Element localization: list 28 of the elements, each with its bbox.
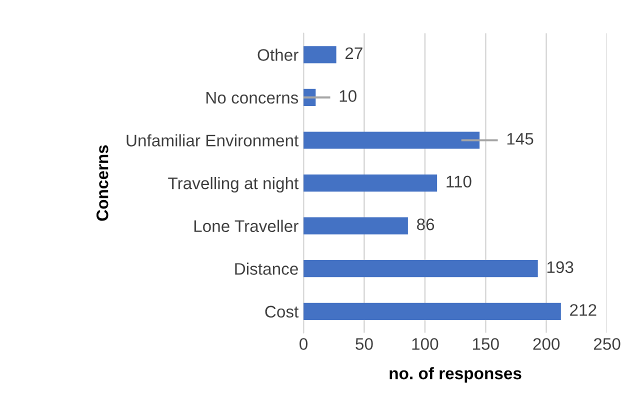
data-label: 10 xyxy=(340,90,356,102)
y-tick-label: Cost xyxy=(265,306,299,318)
x-tick-label: 150 xyxy=(473,338,499,350)
y-axis-title: Concerns xyxy=(96,145,108,221)
x-tick-label: 50 xyxy=(356,338,373,350)
bar xyxy=(304,217,408,234)
y-tick-label: Distance xyxy=(235,262,298,275)
x-tick-label: 100 xyxy=(412,338,438,350)
y-tick-label: Unfamiliar Environment xyxy=(126,134,299,146)
bar xyxy=(304,260,538,278)
bar xyxy=(304,302,561,320)
data-label: 27 xyxy=(345,47,362,59)
y-tick-label: Travelling at night xyxy=(168,177,299,193)
data-label: 110 xyxy=(446,176,472,188)
data-label: 86 xyxy=(416,218,434,230)
x-tick-label: 200 xyxy=(533,338,560,350)
y-tick-label: Other xyxy=(258,48,298,61)
data-label: 212 xyxy=(570,304,596,316)
y-tick-label: Lone Traveller xyxy=(194,220,298,232)
x-axis-title: no. of responses xyxy=(390,367,522,383)
data-label: 145 xyxy=(507,133,534,145)
x-tick-label: 250 xyxy=(594,338,620,350)
data-label: 193 xyxy=(547,261,574,274)
bar xyxy=(304,132,480,149)
x-tick-label: 0 xyxy=(300,338,308,350)
bar xyxy=(304,174,438,192)
bar xyxy=(304,46,336,64)
y-tick-label: No concerns xyxy=(206,92,298,104)
